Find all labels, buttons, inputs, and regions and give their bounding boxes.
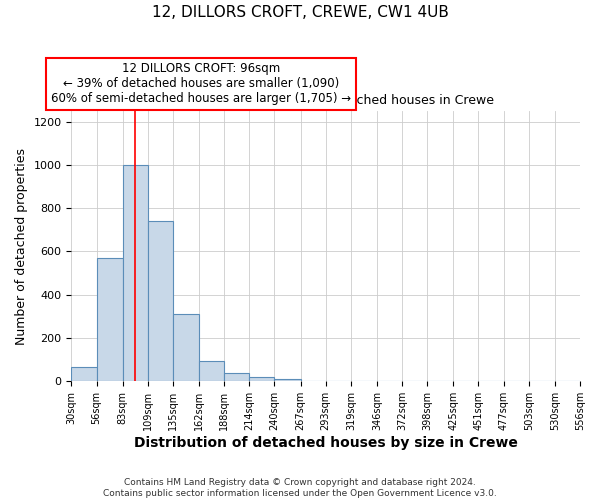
Bar <box>122 165 148 382</box>
Text: Contains HM Land Registry data © Crown copyright and database right 2024.
Contai: Contains HM Land Registry data © Crown c… <box>103 478 497 498</box>
Text: 12, DILLORS CROFT, CREWE, CW1 4UB: 12, DILLORS CROFT, CREWE, CW1 4UB <box>152 5 448 20</box>
Bar <box>97 258 122 382</box>
Bar <box>274 379 301 382</box>
Bar <box>250 377 274 382</box>
Bar <box>199 361 224 382</box>
Bar <box>71 368 97 382</box>
Bar <box>224 372 250 382</box>
Bar <box>148 221 173 382</box>
X-axis label: Distribution of detached houses by size in Crewe: Distribution of detached houses by size … <box>134 436 518 450</box>
Text: 12 DILLORS CROFT: 96sqm
← 39% of detached houses are smaller (1,090)
60% of semi: 12 DILLORS CROFT: 96sqm ← 39% of detache… <box>51 62 351 106</box>
Bar <box>173 314 199 382</box>
Title: Size of property relative to detached houses in Crewe: Size of property relative to detached ho… <box>157 94 494 107</box>
Y-axis label: Number of detached properties: Number of detached properties <box>15 148 28 344</box>
